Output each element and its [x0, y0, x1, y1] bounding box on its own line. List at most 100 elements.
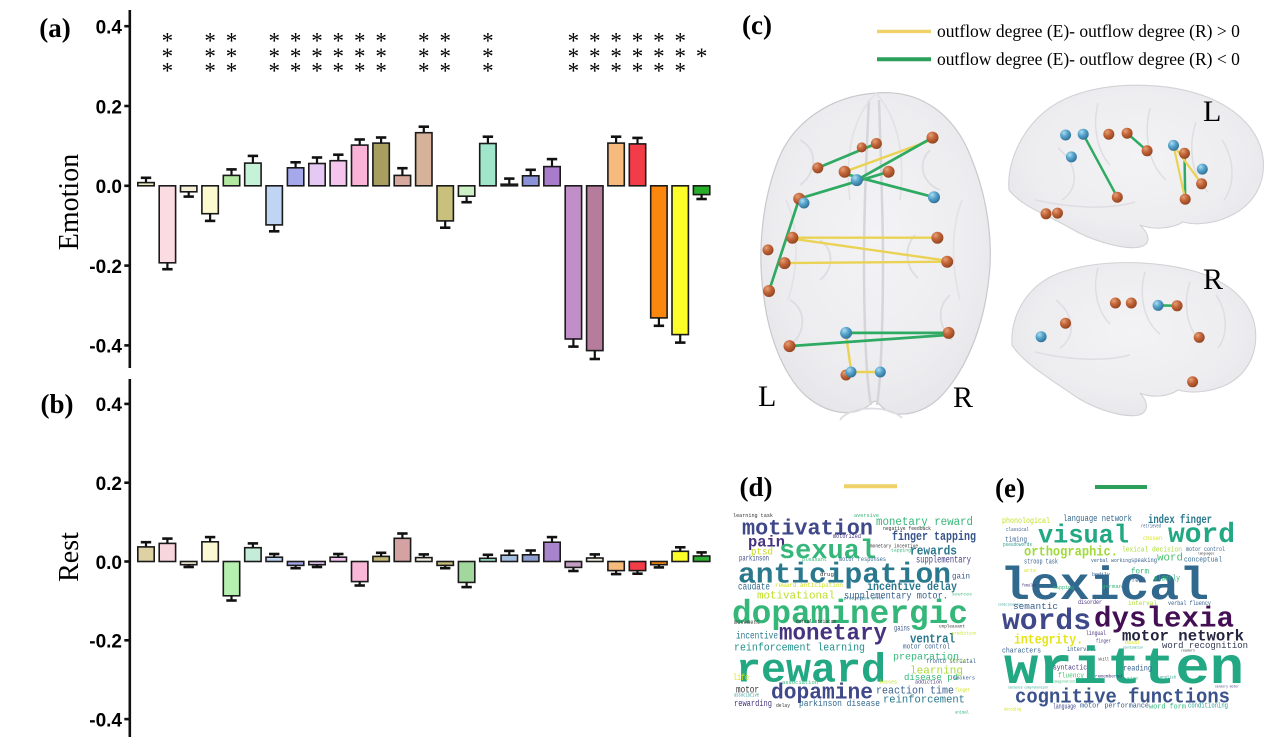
svg-text:*: *	[204, 29, 216, 54]
svg-text:chosen: chosen	[1143, 535, 1162, 542]
svg-text:monetary reward: monetary reward	[876, 516, 973, 529]
svg-text:english: english	[1160, 675, 1176, 681]
svg-text:*: *	[290, 29, 302, 54]
svg-text:*: *	[375, 59, 387, 84]
svg-text:*: *	[439, 44, 451, 69]
svg-text:*: *	[610, 59, 622, 84]
svg-text:*: *	[589, 44, 601, 69]
svg-text:*: *	[226, 44, 238, 69]
svg-text:aversive: aversive	[854, 512, 879, 519]
svg-text:words: words	[1002, 605, 1091, 639]
svg-text:fluency: fluency	[1058, 673, 1084, 681]
svg-text:cognitive functions: cognitive functions	[1015, 687, 1230, 710]
svg-text:sexual: sexual	[779, 537, 876, 567]
svg-text:german: german	[1102, 583, 1122, 590]
svg-text:ptsd: ptsd	[751, 546, 773, 558]
svg-text:tapping: tapping	[1053, 584, 1074, 591]
svg-text:reading: reading	[1123, 665, 1152, 674]
svg-text:incentive delay: incentive delay	[867, 580, 957, 594]
svg-text:prediction error: prediction error	[844, 596, 884, 602]
svg-text:size: size	[1127, 676, 1138, 682]
svg-text:R: R	[953, 381, 973, 414]
svg-text:movement: movement	[734, 619, 760, 626]
svg-text:motor responses: motor responses	[839, 556, 886, 563]
svg-text:R: R	[1203, 263, 1223, 296]
svg-text:*: *	[653, 29, 665, 54]
svg-text:*: *	[290, 59, 302, 84]
svg-text:readers: readers	[1181, 648, 1195, 653]
svg-text:imagination: imagination	[1053, 679, 1075, 684]
svg-text:written: written	[1004, 640, 1244, 699]
svg-text:fronto striatal: fronto striatal	[926, 658, 976, 665]
svg-text:0.2: 0.2	[96, 97, 122, 118]
svg-text:language network: language network	[1063, 514, 1132, 524]
svg-text:word form: word form	[1149, 704, 1186, 712]
svg-text:sensory motor: sensory motor	[1215, 684, 1239, 689]
svg-text:supplementary motor.: supplementary motor.	[844, 591, 948, 603]
svg-text:choice: choice	[950, 658, 966, 664]
svg-text:gain: gain	[952, 573, 970, 582]
svg-text:*: *	[375, 29, 387, 54]
svg-text:motor network: motor network	[1122, 627, 1244, 645]
svg-text:prediction: prediction	[952, 631, 976, 637]
svg-text:*: *	[268, 59, 280, 84]
svg-text:preparation: preparation	[893, 651, 959, 663]
svg-text:*: *	[482, 29, 494, 54]
svg-text:visual: visual	[1038, 521, 1129, 551]
svg-text:0.0: 0.0	[96, 553, 122, 574]
svg-text:*: *	[610, 29, 622, 54]
svg-text:motor control: motor control	[903, 643, 950, 651]
svg-text:unpleasant: unpleasant	[939, 624, 965, 630]
svg-text:*: *	[268, 29, 280, 54]
svg-text:learning task: learning task	[733, 512, 774, 519]
svg-text:*: *	[333, 59, 345, 84]
svg-text:monetary incentive: monetary incentive	[870, 544, 918, 550]
svg-text:reward anticipation: reward anticipation	[775, 582, 843, 589]
svg-text:*: *	[354, 59, 366, 84]
svg-text:*: *	[311, 44, 323, 69]
svg-text:motivational: motivational	[757, 591, 835, 603]
svg-text:0.2: 0.2	[96, 474, 122, 495]
svg-text:*: *	[311, 59, 323, 84]
svg-text:elderly: elderly	[1154, 575, 1180, 584]
svg-text:*: *	[418, 59, 430, 84]
svg-text:verbal fluency: verbal fluency	[1168, 600, 1211, 607]
svg-text:language: language	[1053, 703, 1076, 711]
svg-text:*: *	[482, 59, 494, 84]
svg-text:losses: losses	[879, 680, 897, 686]
svg-text:reinforcement: reinforcement	[883, 695, 965, 707]
svg-text:0.4: 0.4	[96, 395, 123, 416]
svg-text:drug: drug	[820, 571, 834, 578]
svg-text:Emotion: Emotion	[54, 154, 85, 250]
svg-text:Rest: Rest	[54, 532, 85, 582]
svg-text:interval: interval	[1128, 600, 1157, 607]
svg-text:*: *	[333, 44, 345, 69]
svg-text:motor: motor	[736, 685, 759, 696]
svg-text:0.4: 0.4	[96, 18, 123, 39]
svg-text:addiction: addiction	[915, 680, 942, 686]
svg-text:dorsal striatum: dorsal striatum	[796, 618, 837, 625]
svg-text:parkinson disease: parkinson disease	[799, 699, 880, 709]
svg-text:*: *	[439, 29, 451, 54]
svg-text:tapping: tapping	[891, 548, 911, 554]
svg-text:(c): (c)	[742, 10, 772, 40]
svg-text:bodily: bodily	[1092, 571, 1111, 578]
svg-text:smokers: smokers	[953, 676, 975, 682]
svg-text:sources: sources	[952, 592, 972, 598]
svg-text:skill: skill	[1098, 657, 1109, 663]
svg-text:characters: characters	[1002, 647, 1041, 655]
svg-text:rewards: rewards	[910, 543, 957, 558]
svg-text:*: *	[482, 44, 494, 69]
svg-text:index finger: index finger	[1148, 513, 1212, 527]
svg-text:reward: reward	[736, 649, 886, 695]
svg-text:*: *	[354, 44, 366, 69]
svg-text:classical: classical	[1006, 526, 1029, 533]
svg-text:syntactic: syntactic	[1053, 665, 1087, 673]
svg-text:phonological: phonological	[1002, 516, 1050, 526]
svg-text:*: *	[162, 44, 174, 69]
svg-text:verbal working: verbal working	[1091, 557, 1131, 564]
svg-text:*: *	[632, 59, 644, 84]
svg-text:pseudowords: pseudowords	[1003, 541, 1032, 548]
svg-text:pleasant: pleasant	[802, 556, 827, 563]
svg-text:*: *	[418, 29, 430, 54]
